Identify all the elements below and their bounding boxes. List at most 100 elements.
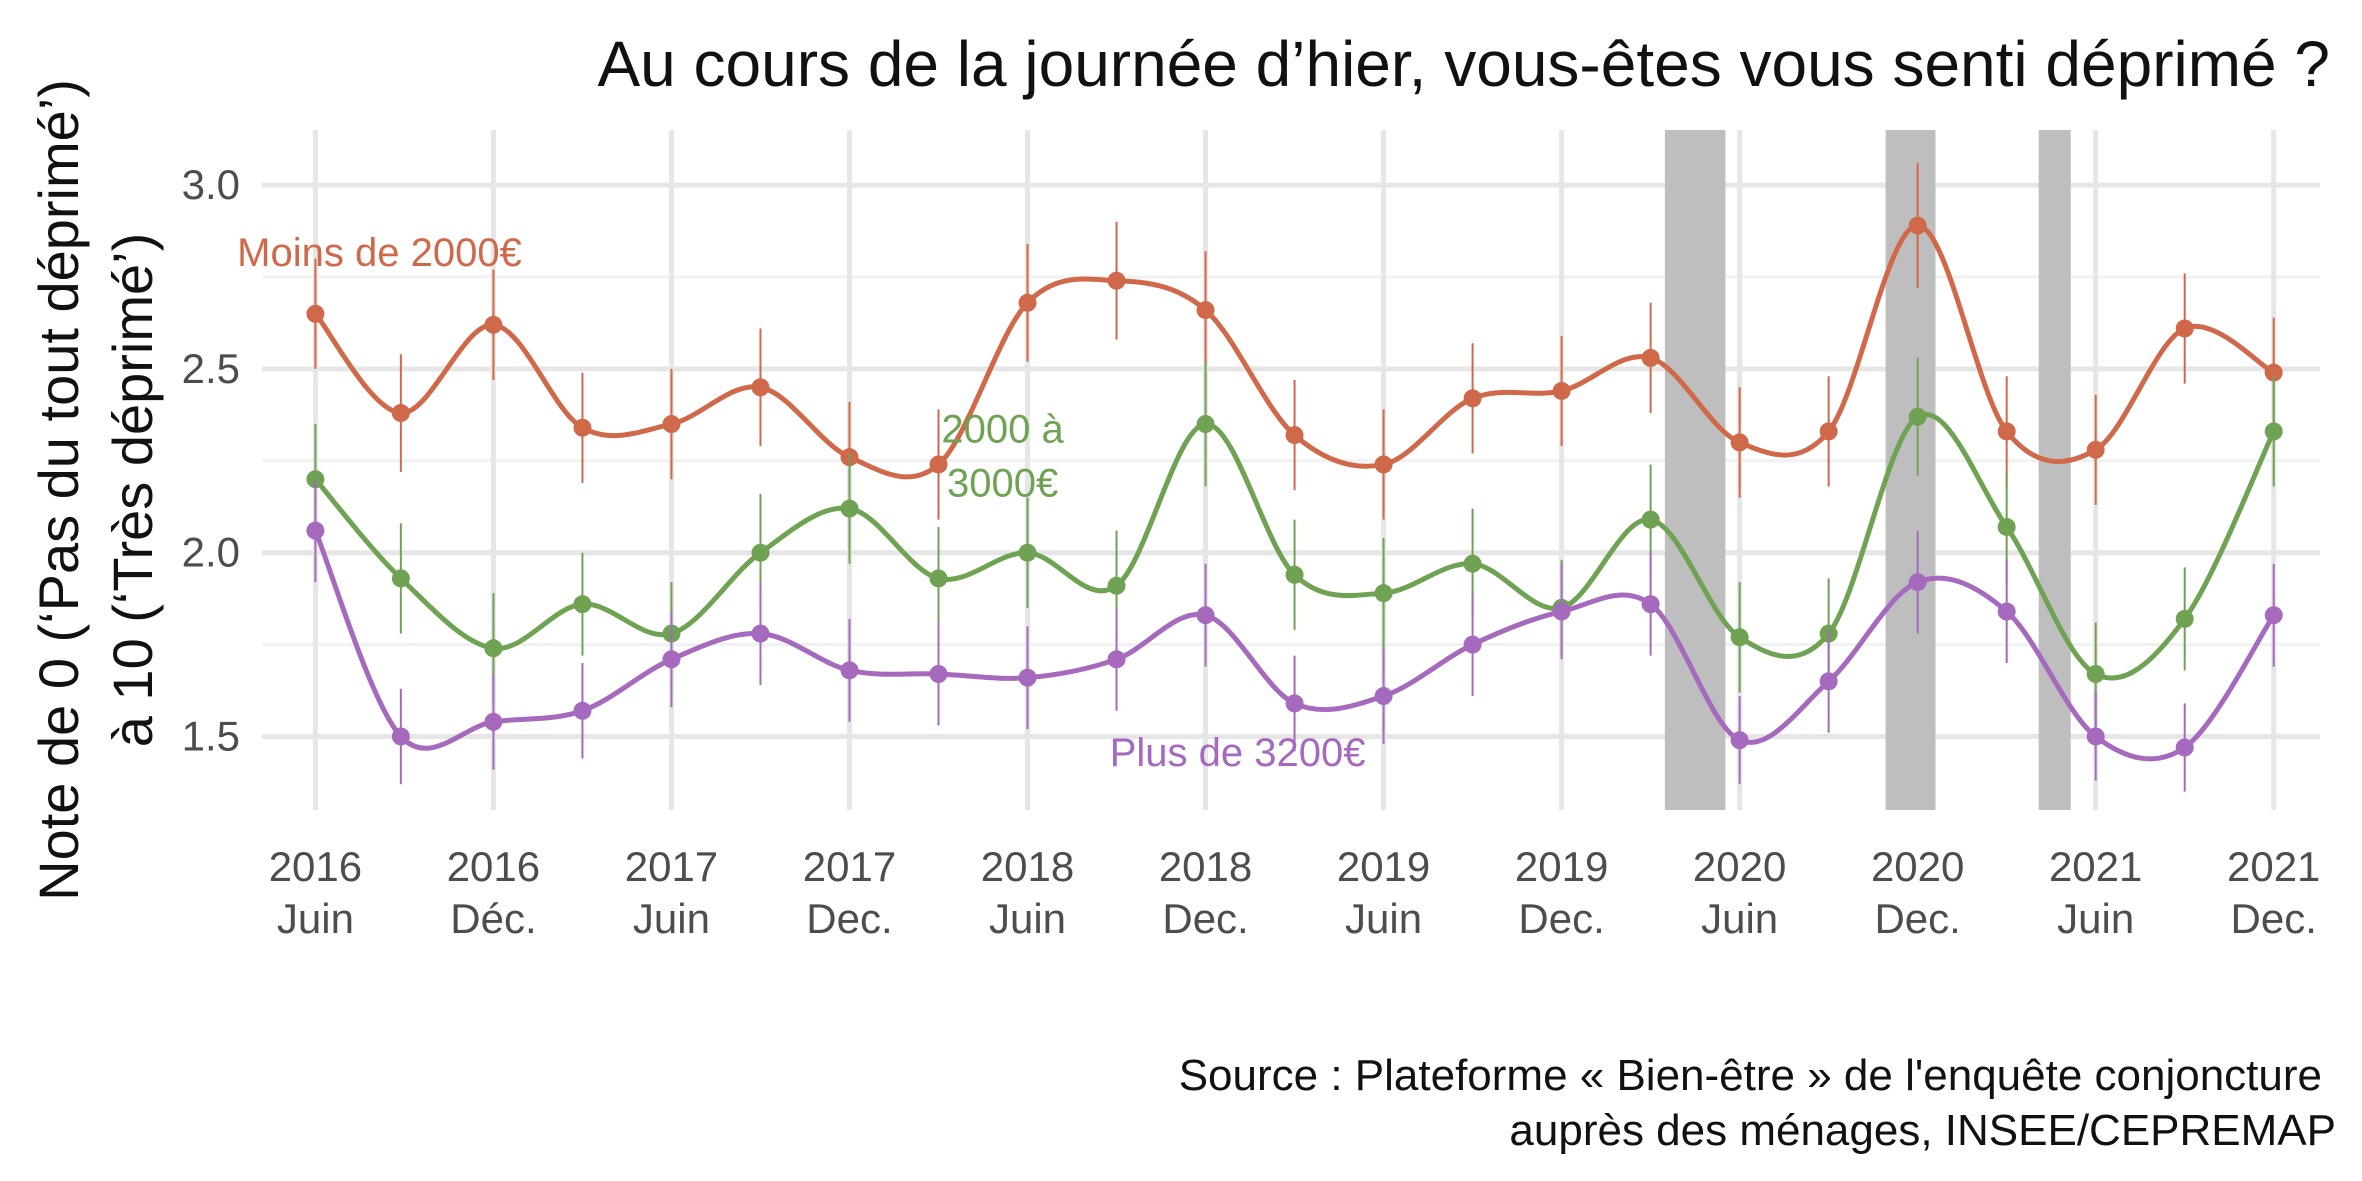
data-point — [391, 727, 410, 746]
data-point — [306, 304, 325, 323]
data-point — [1374, 687, 1393, 706]
y-tick-label: 2.5 — [182, 345, 240, 392]
data-point — [573, 701, 592, 720]
data-point — [1997, 422, 2016, 441]
data-point — [1819, 672, 1838, 691]
data-point — [573, 418, 592, 437]
series-plus-de-3200-: Plus de 3200€ — [306, 479, 2283, 792]
data-point — [1018, 293, 1037, 312]
shaded-period — [2038, 130, 2071, 810]
data-point — [929, 665, 948, 683]
x-tick-label: 2019 — [1515, 843, 1608, 890]
data-point — [840, 661, 859, 680]
series-label: Moins de 2000€ — [237, 231, 522, 275]
x-tick-label: Juin — [1345, 895, 1422, 942]
data-point — [484, 639, 503, 658]
x-tick-label: 2017 — [625, 843, 718, 890]
data-point — [2175, 319, 2194, 338]
y-tick-label: 3.0 — [182, 161, 240, 208]
data-point — [1018, 668, 1037, 687]
data-point — [1819, 422, 1838, 441]
x-tick-label: Juin — [2057, 895, 2134, 942]
data-point — [1107, 650, 1126, 669]
data-point — [1107, 271, 1126, 290]
x-tick-label: Dec. — [1162, 895, 1248, 942]
data-point — [484, 712, 503, 731]
data-point — [929, 455, 948, 474]
data-point — [1374, 455, 1393, 474]
x-tick-label: 2018 — [1159, 843, 1252, 890]
data-point — [2264, 363, 2283, 382]
data-point — [1285, 565, 1304, 584]
data-point — [2086, 665, 2105, 683]
data-point — [306, 521, 325, 540]
y-tick-label: 2.0 — [182, 529, 240, 576]
x-tick-label: Dec. — [1874, 895, 1960, 942]
data-point — [929, 569, 948, 588]
data-point — [751, 543, 770, 562]
data-point — [1730, 433, 1749, 452]
x-tick-label: 2019 — [1337, 843, 1430, 890]
data-point — [1196, 606, 1215, 625]
x-tick-label: Dec. — [1518, 895, 1604, 942]
y-axis-title-line-1: Note de 0 (‘Pas du tout déprimé’) — [27, 79, 90, 901]
data-point — [1552, 381, 1571, 400]
x-tick-label: Juin — [277, 895, 354, 942]
series-label: Plus de 3200€ — [1110, 731, 1366, 775]
x-tick-label: 2021 — [2227, 843, 2320, 890]
x-tick-label: Dec. — [2231, 895, 2317, 942]
series-label: 3000€ — [947, 461, 1058, 505]
data-point — [1641, 510, 1660, 529]
data-point — [1730, 731, 1749, 750]
series-moins-de-2000-: Moins de 2000€ — [237, 163, 2283, 520]
data-point — [751, 378, 770, 397]
data-point — [1463, 389, 1482, 408]
chart-title: Au cours de la journée d’hier, vous-êtes… — [597, 28, 2330, 100]
data-point — [1641, 348, 1660, 367]
data-point — [1196, 301, 1215, 320]
x-tick-label: Juin — [989, 895, 1066, 942]
data-point — [1285, 694, 1304, 713]
y-axis: 1.5 2.0 2.5 3.0 — [182, 161, 240, 759]
source-line-2: auprès des ménages, INSEE/CEPREMAP — [1509, 1106, 2336, 1155]
shaded-period — [1664, 130, 1726, 810]
series-label: 2000 à — [941, 407, 1064, 451]
shaded-periods — [1664, 130, 2071, 810]
data-point — [1463, 554, 1482, 573]
source-caption: Source : Plateforme « Bien-être » de l'e… — [1179, 1051, 2336, 1155]
x-tick-label: 2016 — [269, 843, 362, 890]
data-point — [1641, 595, 1660, 614]
series-line — [312, 528, 2277, 762]
x-tick-label: Déc. — [450, 895, 536, 942]
data-point — [391, 569, 410, 588]
data-point — [2175, 609, 2194, 628]
x-tick-label: 2020 — [1693, 843, 1786, 890]
data-point — [391, 404, 410, 423]
data-point — [2086, 727, 2105, 746]
data-point — [1285, 426, 1304, 445]
source-line-1: Source : Plateforme « Bien-être » de l'e… — [1179, 1051, 2322, 1100]
data-point — [1908, 573, 1927, 592]
shaded-period — [1885, 130, 1936, 810]
data-point — [2264, 422, 2283, 441]
x-tick-label: 2018 — [981, 843, 1074, 890]
y-axis-title: Note de 0 (‘Pas du tout déprimé’) à 10 (… — [27, 79, 164, 901]
y-axis-title-line-2: à 10 (‘Très déprimé’) — [101, 233, 164, 748]
data-point — [1908, 216, 1927, 235]
data-point — [1374, 584, 1393, 603]
data-point — [1908, 407, 1927, 426]
data-point — [1196, 415, 1215, 434]
data-point — [1997, 602, 2016, 621]
x-tick-label: Dec. — [806, 895, 892, 942]
data-point — [2175, 738, 2194, 757]
data-point — [751, 624, 770, 643]
data-point — [662, 650, 681, 669]
x-tick-label: Juin — [1701, 895, 1778, 942]
data-point — [662, 415, 681, 434]
data-point — [2264, 606, 2283, 625]
data-point — [1107, 576, 1126, 595]
data-point — [573, 595, 592, 614]
data-point — [840, 499, 859, 518]
data-point — [1018, 543, 1037, 562]
